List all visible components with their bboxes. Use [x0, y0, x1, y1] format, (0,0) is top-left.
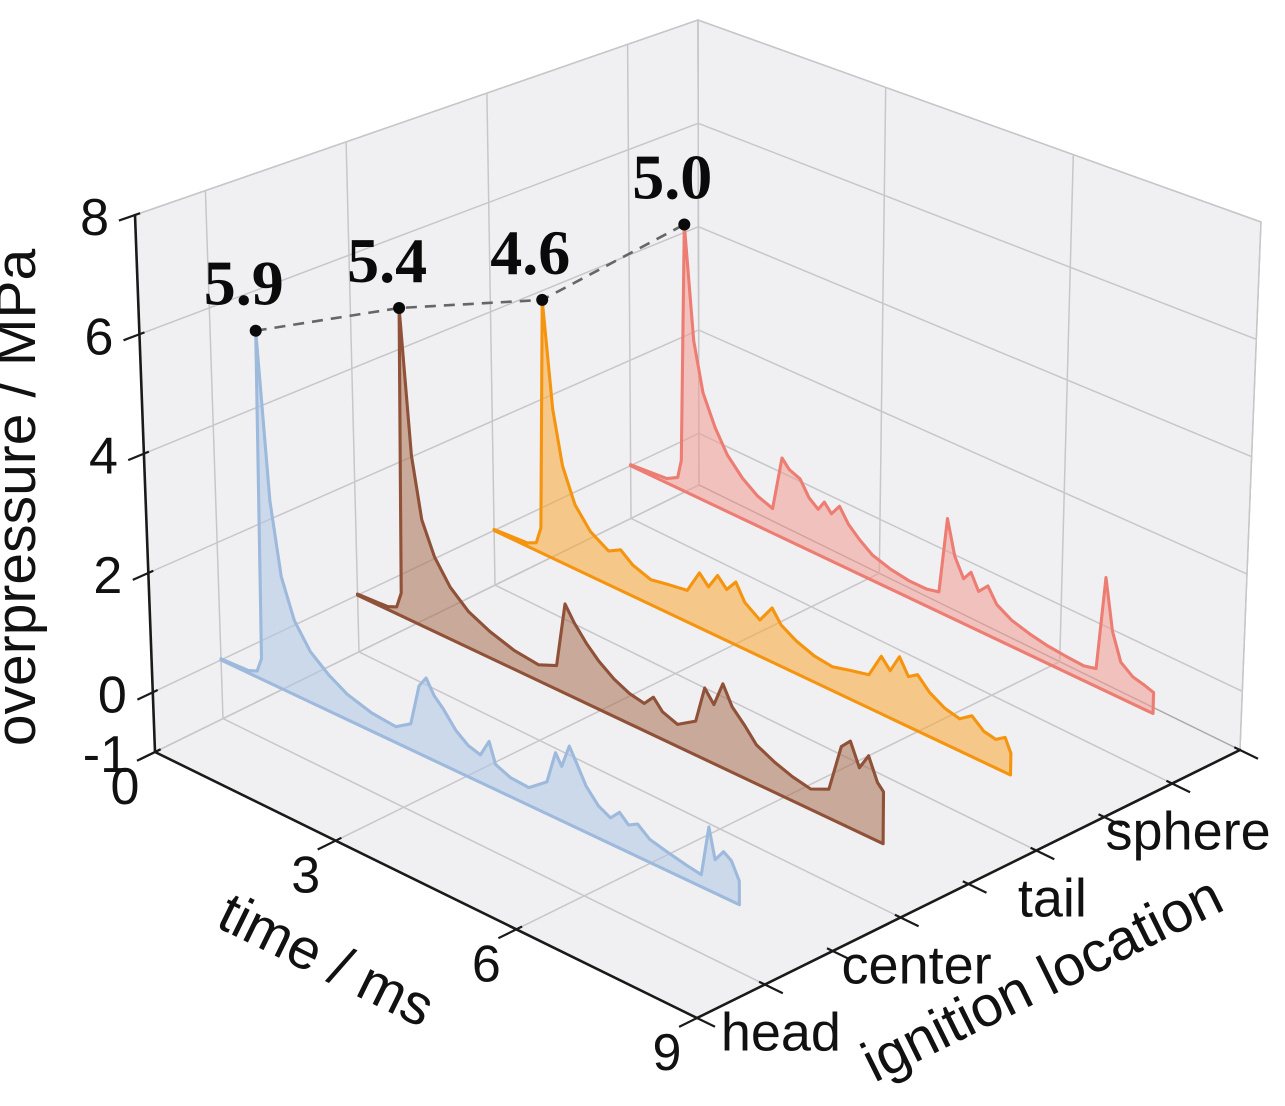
grid-category-left-wall: [486, 93, 496, 586]
peak-annotations: 5.9 5.4 4.6 5.0: [204, 142, 712, 337]
x-axis-spine: [153, 750, 699, 1020]
y-category-label-tail: tail: [1018, 869, 1087, 929]
y-category-label-sphere: sphere: [1106, 802, 1271, 862]
z-tick-label: 0: [98, 666, 127, 724]
grid-category-floor: [358, 651, 901, 919]
y-tick: [1098, 813, 1123, 827]
y-tick: [1030, 846, 1055, 861]
axis-ticks: [118, 212, 1259, 1028]
grid-category-floor: [630, 517, 1173, 785]
x-axis-title: time / ms: [209, 880, 445, 1039]
grid-category-left-wall: [626, 44, 632, 519]
z-tick-label: 6: [84, 308, 113, 366]
x-tick-label: 6: [472, 935, 501, 993]
x-tick-label: 0: [111, 758, 140, 816]
peak-marker-dot: [393, 302, 406, 314]
z-tick-label: -1: [83, 726, 129, 784]
series-area-center: [355, 306, 886, 846]
z-tick: [123, 331, 145, 342]
peak-marker-dot: [249, 324, 262, 337]
y-category-label-center: center: [842, 936, 992, 996]
y-tick: [962, 880, 987, 894]
grid-lines: [134, 19, 1262, 1019]
grid-zline-left-wall: [143, 226, 699, 455]
y-tick: [758, 980, 784, 995]
peak-value-label: 5.9: [204, 248, 284, 319]
y-tick: [690, 1014, 716, 1028]
grid-zline-right-wall: [698, 329, 1248, 575]
z-axis-spine: [133, 213, 157, 754]
y-tick: [894, 913, 920, 928]
grid-category-floor: [222, 717, 766, 986]
grid-zline-right-wall: [697, 19, 1262, 223]
grid-zline-left-wall: [134, 19, 699, 216]
z-tick-label: 8: [80, 189, 109, 247]
z-tick: [139, 748, 161, 761]
peak-connector-line: [255, 223, 685, 332]
grid-zline-right-wall: [697, 122, 1257, 340]
y-tick: [1233, 746, 1259, 760]
z-tick: [136, 689, 159, 701]
series-areas: [219, 222, 1156, 907]
x-tick: [497, 925, 523, 940]
grid-category-floor: [494, 584, 1037, 852]
z-axis-title: overpressure / MPa: [0, 249, 48, 747]
peak-value-label: 4.6: [490, 217, 570, 288]
series-area-head: [219, 329, 741, 907]
peak-marker-dot: [536, 293, 549, 306]
y-category-label-head: head: [721, 1003, 841, 1063]
peak-value-label: 5.0: [632, 142, 712, 213]
x-tick: [317, 836, 342, 851]
grid-zline-right-wall: [698, 226, 1252, 458]
grid-zline-left-wall: [139, 122, 699, 336]
x-tick: [678, 1014, 704, 1028]
series-area-tail: [492, 298, 1013, 777]
series-area-sphere: [629, 222, 1156, 716]
x-tick-label: 9: [653, 1024, 682, 1082]
grid-time-right-wall: [878, 87, 887, 574]
grid-time-right-wall: [1058, 154, 1075, 662]
grid-zline-left-wall: [147, 329, 700, 574]
grid-category-left-wall: [345, 141, 360, 652]
grid-category-left-wall: [204, 190, 224, 719]
y-tick: [1165, 779, 1191, 794]
y-tick: [826, 947, 852, 961]
z-tick: [132, 569, 154, 581]
z-tick-label: 4: [89, 428, 118, 486]
z-tick-label: 2: [93, 547, 122, 605]
z-tick: [127, 450, 150, 462]
peak-value-label: 5.4: [347, 225, 427, 296]
grid-time-right-wall: [1239, 221, 1262, 751]
x-tick-label: 3: [291, 847, 320, 905]
peak-marker-dot: [678, 218, 691, 231]
z-tick: [118, 212, 141, 222]
